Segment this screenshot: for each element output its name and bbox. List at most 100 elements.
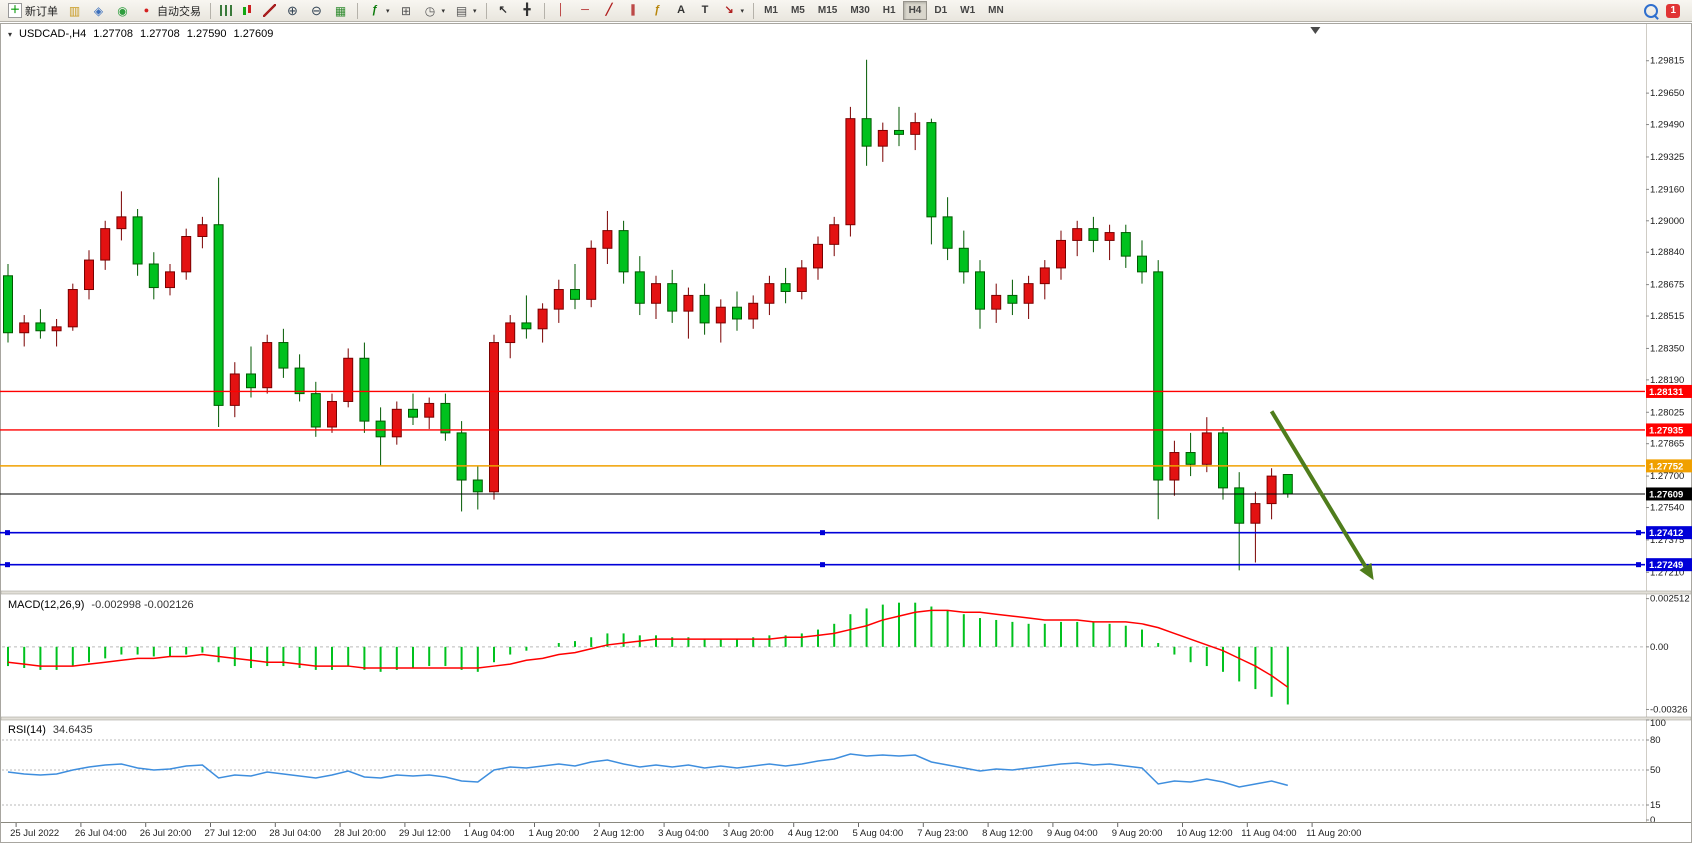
candle [294,367,305,395]
trendline-button[interactable]: ╱ [598,1,621,20]
shift-marker-icon[interactable] [1310,27,1321,34]
candle [861,118,872,147]
bar-chart-button[interactable] [216,1,236,20]
trendline-icon: ╱ [605,4,613,16]
line-handle[interactable] [5,562,10,568]
line-handle[interactable] [1636,530,1641,536]
timeframe-h4-button[interactable]: H4 [902,1,928,20]
toolbar-buttons: ＋新订单 ▥ ◈ ◉ ● 自动交易 ⊕ ⊖ ▦ ƒ ▾ ⊞ ◷ ▾ ▤ ▾ ↖ ╋ │ ─ ╱ ∥ ƒ A T ↘ ▾ [4,1,758,20]
indicator-windows-button[interactable]: ⊞ [395,1,418,20]
crosshair-icon: ╋ [523,4,531,16]
candle [213,224,224,406]
candle [310,393,321,428]
candle [667,283,678,312]
templates-button[interactable]: ▤ ▾ [450,1,481,20]
dropdown-arrow-icon: ▾ [386,7,390,15]
candle [505,322,516,344]
horizontal-line-button[interactable]: ─ [574,1,597,20]
time-axis-label: 9 Aug 20:00 [1112,828,1163,839]
timeframe-w1-button[interactable]: W1 [954,1,981,20]
price-tag-label: 1.27609 [1649,489,1683,500]
rsi-axis-label: 0 [1650,815,1655,826]
text-label-icon: T [701,4,709,16]
fibonacci-button[interactable]: ƒ [646,1,669,20]
crosshair-button[interactable]: ╋ [516,1,539,20]
vertical-line-icon: │ [557,4,565,16]
price-axis-label: 1.28840 [1650,247,1684,258]
macd-axis-label: -0.00326 [1650,704,1688,715]
candle [51,326,62,332]
chart-title-bar: USDCAD-,H4 1.27708 1.27708 1.27590 1.276… [8,28,273,40]
candle [780,283,791,292]
candle [116,216,127,230]
arrows-icon: ↘ [724,4,734,16]
candle [991,294,1002,310]
candle [553,289,564,310]
timeframe-m1-button[interactable]: M1 [758,1,784,20]
candle [67,289,78,328]
new-order-button[interactable]: ＋新订单 [4,1,62,20]
candle [424,402,435,418]
trend-arrow-head[interactable] [1359,562,1374,581]
trend-arrow-line[interactable] [1269,410,1368,568]
search-icon[interactable] [1644,3,1659,18]
line-handle[interactable] [5,530,10,536]
market-watch-button[interactable]: ▥ [63,1,86,20]
rsi-axis-label: 100 [1650,718,1666,729]
chart-menu-icon[interactable] [8,30,12,39]
time-axis-label: 11 Aug 20:00 [1306,828,1361,839]
timeframe-m15-button[interactable]: M15 [812,1,843,20]
vertical-line-button[interactable]: │ [550,1,573,20]
candle [489,342,499,493]
candle [845,118,856,226]
timeframe-m30-button[interactable]: M30 [844,1,875,20]
line-handle[interactable] [1636,562,1641,568]
price-tag [1646,558,1692,572]
candlestick-button[interactable] [237,1,258,20]
autotrading-button[interactable]: ● 自动交易 [135,1,205,20]
channel-button[interactable]: ∥ [622,1,645,20]
arrows-button[interactable]: ↘ ▾ [718,1,749,20]
line-handle[interactable] [820,562,825,568]
text-button[interactable]: A [670,1,693,20]
timeframe-h1-button[interactable]: H1 [877,1,902,20]
candle [84,259,94,291]
autotrading-button-label: 自动交易 [157,5,201,18]
navigator-icon: ◈ [93,3,104,18]
line-chart-button[interactable] [259,1,280,20]
bar-chart-icon [220,5,232,16]
periods-button[interactable]: ◷ ▾ [419,1,450,20]
time-axis-label: 7 Aug 23:00 [917,828,968,839]
panel-separator[interactable] [0,590,1692,595]
price-tag [1646,526,1692,540]
timeframe-toolbar: M1 M5 M15 M30 H1 H4 D1 W1 MN [758,1,1010,20]
price-tag-label: 1.27752 [1649,461,1683,472]
candle [278,342,289,369]
timeframe-mn-button[interactable]: MN [982,1,1010,20]
timeframe-d1-button[interactable]: D1 [928,1,953,20]
panel-separator[interactable] [0,716,1692,721]
line-handle[interactable] [820,530,825,536]
navigator-button[interactable]: ◈ [87,1,110,20]
notification-badge[interactable]: 1 [1666,3,1680,18]
zoom-out-icon: ⊖ [311,3,322,18]
candle [262,342,273,389]
terminal-button[interactable]: ◉ [111,1,134,20]
terminal-icon: ◉ [117,3,128,18]
timeframe-m5-button[interactable]: M5 [785,1,811,20]
price-axis-label: 1.29650 [1650,88,1684,99]
candle [165,271,175,289]
cursor-button[interactable]: ↖ [492,1,515,20]
tile-windows-button[interactable]: ▦ [329,1,352,20]
candle [634,271,645,304]
text-label-button[interactable]: T [694,1,717,20]
candle [359,357,370,422]
zoom-in-button[interactable]: ⊕ [281,1,304,20]
rsi-label: RSI(14) [8,724,46,736]
candle [1056,239,1066,269]
zoom-out-button[interactable]: ⊖ [305,1,328,20]
indicators-button[interactable]: ƒ ▾ [363,1,394,20]
candle [197,224,208,237]
candle [732,306,742,320]
